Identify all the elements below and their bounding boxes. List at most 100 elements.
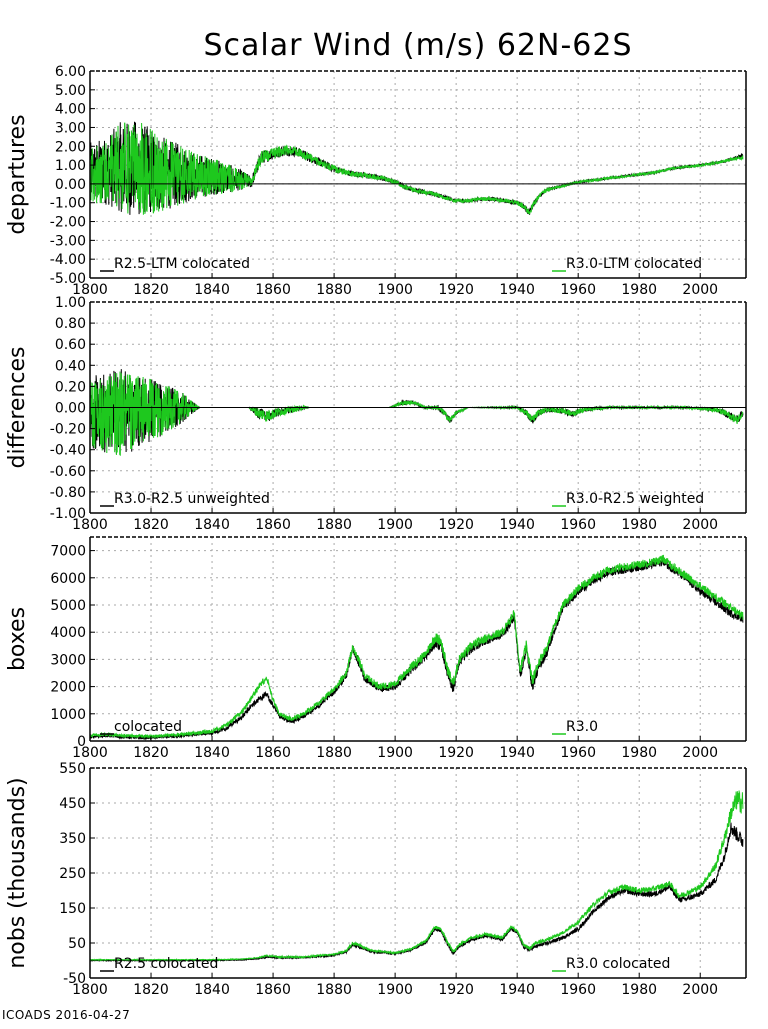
- panel3-xtick-label: 1980: [621, 745, 657, 761]
- panel2-xtick-label: 1900: [377, 517, 413, 533]
- panel3-ytick-label: 0: [77, 734, 86, 750]
- panel4-ytick-label: 150: [59, 901, 86, 917]
- panel4-ylabel: nobs (thousands): [5, 777, 30, 968]
- panel1-ytick-label: 2.00: [55, 139, 86, 155]
- panel1-ytick-label: -5.00: [50, 271, 86, 287]
- panel4-series-r2-5-colocated: [89, 822, 744, 963]
- panel1-series-r2-5-ltm-colocated: [89, 121, 744, 215]
- panel1-xtick-label: 1840: [194, 282, 230, 298]
- panel1-xtick-label: 2000: [682, 282, 718, 298]
- panel3-xtick-label: 1960: [560, 745, 596, 761]
- panel2-series-r3-0-r2-5-weighted: [89, 371, 744, 456]
- panel3-ytick-label: 5000: [50, 598, 86, 614]
- panel1-ytick-label: -2.00: [50, 215, 86, 231]
- panel2-xtick-label: 1940: [499, 517, 535, 533]
- panel1-ytick-label: 6.00: [55, 64, 86, 80]
- panel3-xtick-label: 1800: [72, 745, 108, 761]
- panel4-xtick-label: 1880: [316, 982, 352, 998]
- panel2-ytick-label: -1.00: [50, 506, 86, 522]
- panel2-xtick-label: 1920: [438, 517, 474, 533]
- panel3-ytick-label: 3000: [50, 652, 86, 668]
- panel1-xtick-label: 1920: [438, 282, 474, 298]
- panel1-legend-label-0: R2.5-LTM colocated: [114, 256, 250, 272]
- panel2-xtick-label: 2000: [682, 517, 718, 533]
- panel1-ytick-label: 0.00: [55, 177, 86, 193]
- panel3-xtick-label: 1820: [133, 745, 169, 761]
- panel4-ytick-label: -50: [63, 971, 86, 987]
- panel3-ylabel: boxes: [5, 607, 30, 671]
- panel2-xtick-label: 1960: [560, 517, 596, 533]
- panel1-xtick-label: 1800: [72, 282, 108, 298]
- panel1-ytick-label: 5.00: [55, 83, 86, 99]
- panel2-ytick-label: 0.80: [55, 316, 86, 332]
- panel3-xtick-label: 1880: [316, 745, 352, 761]
- panel2-xtick-label: 1820: [133, 517, 169, 533]
- panel2-xtick-label: 1840: [194, 517, 230, 533]
- panel1-ytick-label: 1.00: [55, 158, 86, 174]
- panel1-xtick-label: 1860: [255, 282, 291, 298]
- panel3-ytick-label: 1000: [50, 707, 86, 723]
- panel1-ytick-label: -1.00: [50, 196, 86, 212]
- panel4-xtick-label: 1820: [133, 982, 169, 998]
- panel3-xtick-label: 1860: [255, 745, 291, 761]
- panel2-ytick-label: 0.00: [55, 401, 86, 417]
- panel4-ytick-label: 550: [59, 761, 86, 777]
- panel2-ytick-label: -0.60: [50, 464, 86, 480]
- panel2-ytick-label: 0.20: [55, 379, 86, 395]
- panel1-xtick-label: 1900: [377, 282, 413, 298]
- panel3-xtick-label: 1900: [377, 745, 413, 761]
- panel1-ytick-label: 4.00: [55, 102, 86, 118]
- panel4-ytick-label: 50: [68, 936, 86, 952]
- panel4-xtick-label: 1940: [499, 982, 535, 998]
- panel3-xtick-label: 1940: [499, 745, 535, 761]
- panel2-ytick-label: 0.60: [55, 337, 86, 353]
- panel2-ytick-label: -0.20: [50, 422, 86, 438]
- chart-title: Scalar Wind (m/s) 62N-62S: [203, 28, 632, 63]
- panel4-xtick-label: 1900: [377, 982, 413, 998]
- panel4-series-r3-0-colocated: [89, 790, 744, 962]
- panel2-legend-label-0: R3.0-R2.5 unweighted: [114, 491, 270, 507]
- panel2-ytick-label: 1.00: [55, 295, 86, 311]
- panel4-legend-label-0: R2.5 colocated: [114, 956, 218, 972]
- panel1-xtick-label: 1980: [621, 282, 657, 298]
- panel1-series-r3-0-ltm-colocated: [89, 122, 744, 215]
- panel3-ytick-label: 6000: [50, 571, 86, 587]
- panel1-ytick-label: 3.00: [55, 120, 86, 136]
- panel3-series-r3-0: [89, 554, 744, 739]
- panel1-ytick-label: -3.00: [50, 233, 86, 249]
- panel4-xtick-label: 1800: [72, 982, 108, 998]
- footer-credit: ICOADS 2016-04-27: [2, 1008, 131, 1022]
- panel2-ylabel: differences: [5, 347, 30, 469]
- panel1-xtick-label: 1940: [499, 282, 535, 298]
- panel1-xtick-label: 1820: [133, 282, 169, 298]
- panel1-xtick-label: 1960: [560, 282, 596, 298]
- panel3-ytick-label: 2000: [50, 680, 86, 696]
- panel3-legend-label-0: colocated: [114, 719, 182, 735]
- panel2-legend-label-1: R3.0-R2.5 weighted: [566, 491, 704, 507]
- panel4-ytick-label: 250: [59, 866, 86, 882]
- panel3-xtick-label: 1840: [194, 745, 230, 761]
- panel4-xtick-label: 1960: [560, 982, 596, 998]
- panel4-ytick-label: 450: [59, 796, 86, 812]
- panel4-ytick-label: 350: [59, 831, 86, 847]
- panel2-ytick-label: 0.40: [55, 358, 86, 374]
- panel3-ytick-label: 7000: [50, 544, 86, 560]
- panel4-legend-label-1: R3.0 colocated: [566, 956, 670, 972]
- panel4-xtick-label: 1860: [255, 982, 291, 998]
- panel2-xtick-label: 1800: [72, 517, 108, 533]
- panel3-xtick-label: 2000: [682, 745, 718, 761]
- panel2-xtick-label: 1880: [316, 517, 352, 533]
- panel4-xtick-label: 1980: [621, 982, 657, 998]
- panel2-xtick-label: 1860: [255, 517, 291, 533]
- panel2-ytick-label: -0.40: [50, 443, 86, 459]
- panel1-xtick-label: 1880: [316, 282, 352, 298]
- panel3-series-colocated: [89, 557, 744, 741]
- panel3-xtick-label: 1920: [438, 745, 474, 761]
- panel4-xtick-label: 1920: [438, 982, 474, 998]
- panel4-xtick-label: 2000: [682, 982, 718, 998]
- panel4-xtick-label: 1840: [194, 982, 230, 998]
- panel1-legend-label-1: R3.0-LTM colocated: [566, 256, 702, 272]
- panel3-legend-label-1: R3.0: [566, 719, 598, 735]
